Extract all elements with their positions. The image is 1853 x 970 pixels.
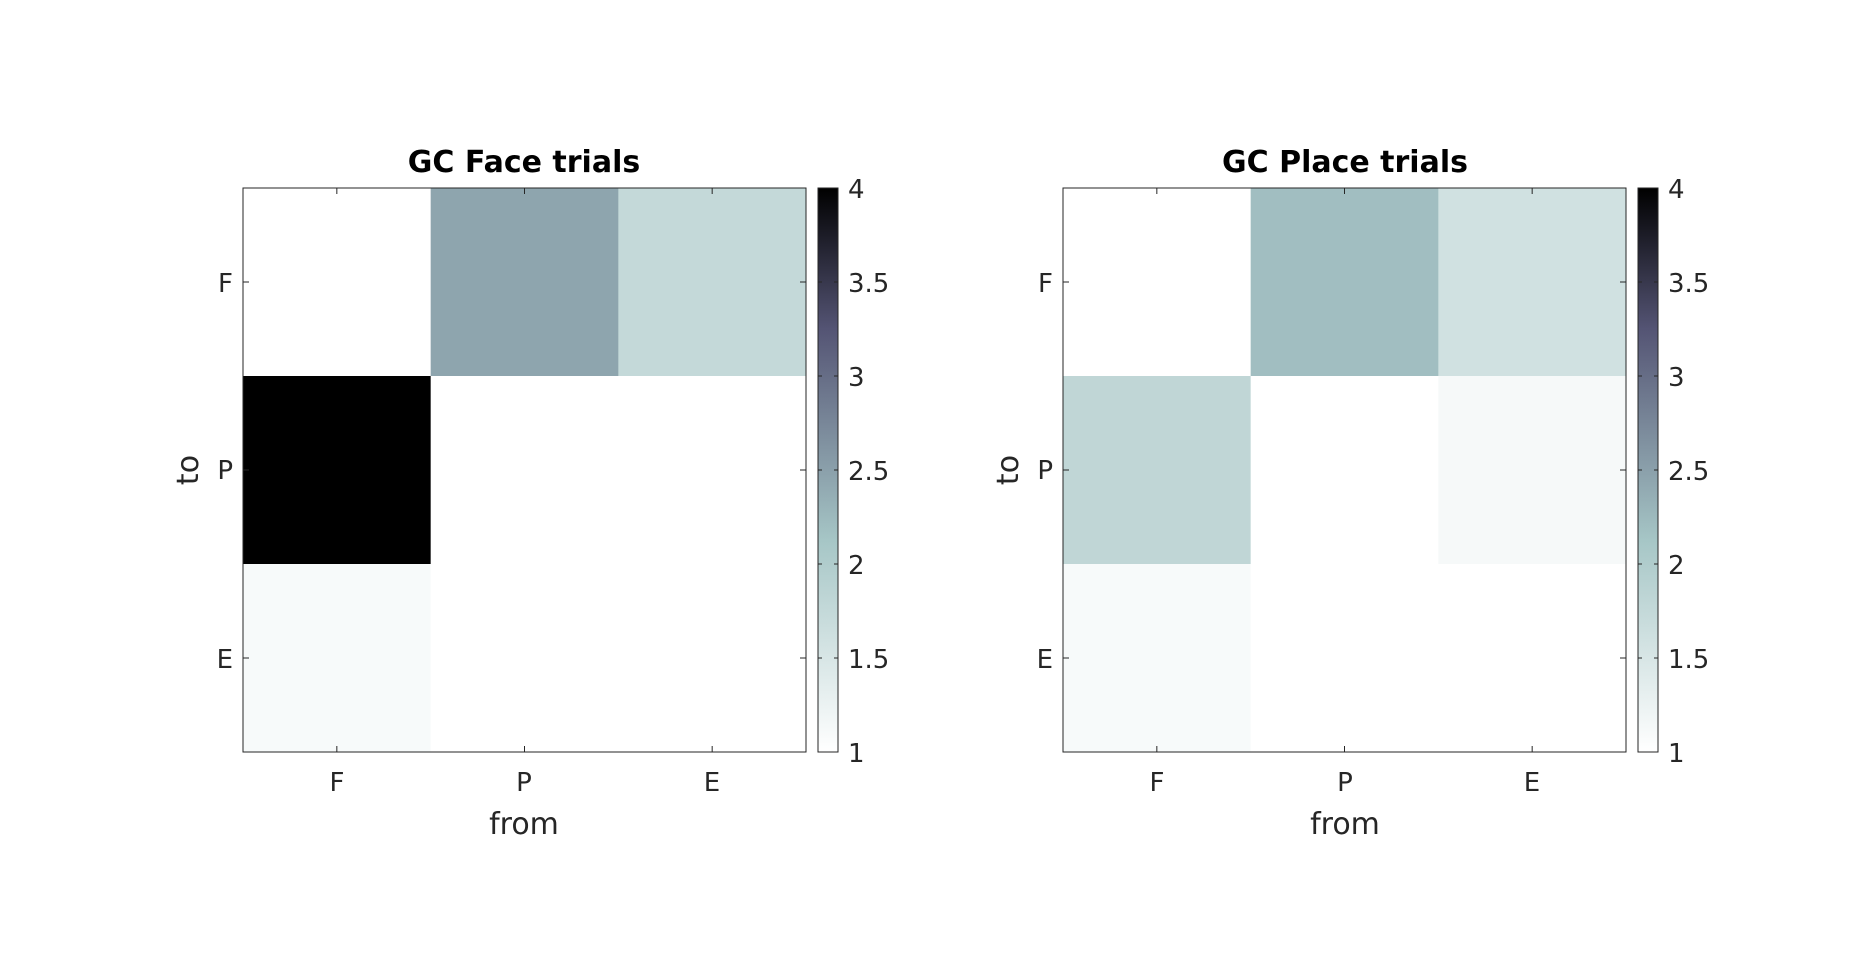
axis-ticks [243,188,806,752]
y-axis-label: to [991,455,1026,485]
colorbar-tick-label-3-5: 3.5 [1668,269,1709,299]
colorbar-tick-label-1-5: 1.5 [1668,645,1709,675]
colorbar-tick-label-1-5: 1.5 [848,645,889,675]
colorbar-tick-label-4: 4 [1668,175,1685,205]
heatmap-panel-place: GC Place trials F P E F P E from to 1 1.… [991,145,1709,842]
colorbar-tick-label-2-5: 2.5 [1668,457,1709,487]
colorbar-gradient [1638,188,1658,752]
colorbar-ticks [818,187,838,753]
heatmap-cells [243,188,807,753]
y-tick-label-f: F [1038,269,1053,299]
colorbar-tick-label-2-5: 2.5 [848,457,889,487]
heatmap-cell-e-f [243,564,432,753]
heatmap-cell-p-p [1250,376,1439,565]
heatmap-cell-e-f [1063,564,1252,753]
heatmap-cells [1063,188,1627,753]
x-tick-label-e: E [704,768,720,798]
axis-ticks [1063,188,1626,752]
y-tick-label-e: E [1037,645,1053,675]
heatmap-cell-f-p [430,188,619,377]
heatmap-cell-f-f [1063,188,1252,377]
y-tick-label-e: E [217,645,233,675]
x-tick-label-f: F [1150,768,1165,798]
heatmap-cell-p-e [618,376,807,565]
heatmap-cell-f-p [1250,188,1439,377]
colorbar-tick-label-3: 3 [1668,363,1685,393]
heatmap-cell-f-e [618,188,807,377]
heatmap-cell-f-e [1438,188,1627,377]
heatmap-cell-e-e [618,564,807,753]
colorbar-gradient [818,188,838,752]
colorbar-ticks [1638,187,1658,753]
heatmap-panel-face: GC Face trials F P E F P E from to 1 1.5… [171,145,889,842]
heatmap-cell-f-f [243,188,432,377]
x-tick-label-p: P [516,768,532,798]
chart-title: GC Place trials [1222,145,1468,180]
heatmap-cell-e-p [1250,564,1439,753]
y-tick-label-p: P [1037,456,1053,486]
colorbar-tick-label-1: 1 [848,739,865,769]
colorbar-tick-label-2: 2 [848,551,865,581]
chart-title: GC Face trials [408,145,640,180]
heatmap-cell-p-f [243,376,432,565]
colorbar-tick-label-2: 2 [1668,551,1685,581]
heatmap-cell-e-p [430,564,619,753]
x-axis-label: from [489,807,559,842]
y-axis-label: to [171,455,206,485]
heatmap-cell-e-e [1438,564,1627,753]
heatmap-cell-p-p [430,376,619,565]
colorbar: 1 1.5 2 2.5 3 3.5 4 [1637,175,1709,769]
y-tick-label-f: F [218,269,233,299]
heatmap-cell-p-f [1063,376,1252,565]
colorbar-tick-label-3-5: 3.5 [848,269,889,299]
colorbar-tick-label-1: 1 [1668,739,1685,769]
x-axis-label: from [1310,807,1380,842]
y-tick-label-p: P [217,456,233,486]
colorbar-tick-label-3: 3 [848,363,865,393]
x-tick-label-e: E [1524,768,1540,798]
x-tick-label-p: P [1337,768,1353,798]
colorbar: 1 1.5 2 2.5 3 3.5 4 [817,175,889,769]
x-tick-label-f: F [330,768,345,798]
heatmap-cell-p-e [1438,376,1627,565]
colorbar-tick-label-4: 4 [848,175,865,205]
